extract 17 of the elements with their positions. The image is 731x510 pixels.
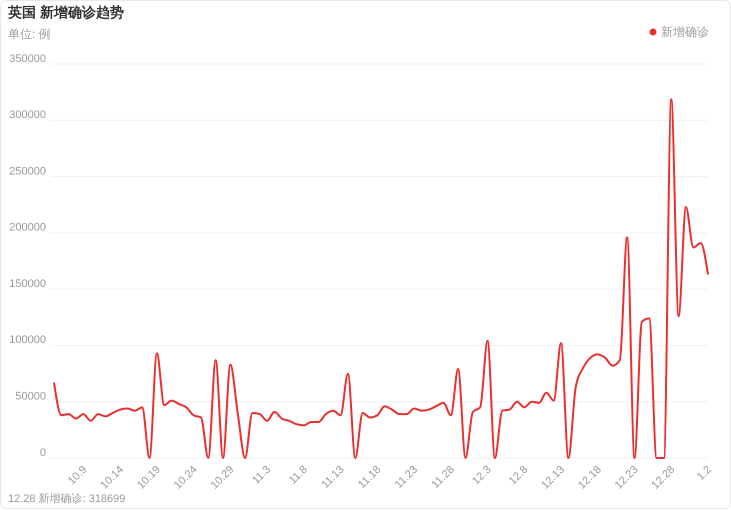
y-tick-label: 0 — [40, 446, 46, 459]
x-tick-label: 10.9 — [66, 464, 90, 488]
chart-title: 英国 新增确诊趋势 — [7, 4, 124, 20]
x-tick-label: 1.2 — [694, 464, 714, 483]
y-tick-label: 200000 — [9, 222, 46, 234]
y-tick-label: 150000 — [9, 278, 46, 290]
y-tick-label: 250000 — [9, 165, 46, 178]
y-tick-label: 350000 — [9, 52, 46, 65]
y-tick-label: 50000 — [15, 390, 46, 403]
legend-label: 新增确诊 — [661, 25, 709, 39]
y-tick-label: 100000 — [9, 334, 46, 346]
x-tick-label: 11.3 — [250, 464, 274, 487]
y-tick-label: 300000 — [9, 109, 46, 122]
x-tick-label: 11.8 — [286, 464, 310, 487]
chart-subtitle: 单位: 例 — [8, 27, 51, 41]
x-tick-label: 12.3 — [470, 464, 494, 488]
text: 12.28 新增确诊: 318699 — [8, 492, 126, 505]
